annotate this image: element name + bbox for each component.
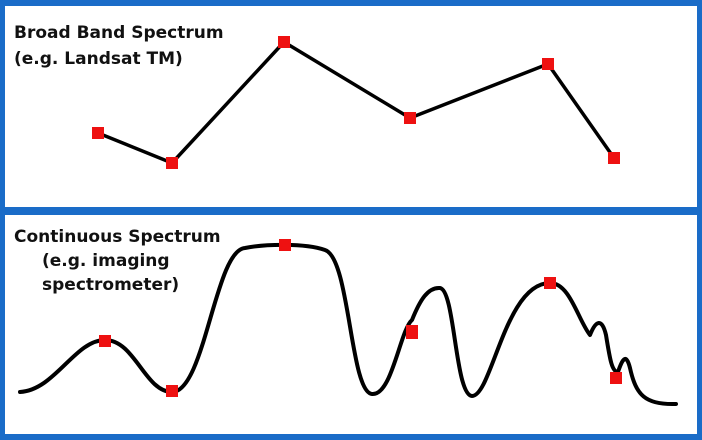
panel-subtitle: (e.g. Landsat TM) [14,49,183,69]
continuous-marker [544,277,556,289]
panel-title: Broad Band Spectrum [14,23,224,43]
band-marker [92,127,104,139]
panel-subtitle: (e.g. imaging [42,251,170,271]
band-marker [278,36,290,48]
continuous-markers [99,239,622,397]
panel-subtitle: spectrometer) [42,275,179,295]
continuous-marker [279,239,291,251]
continuous-line [18,242,678,407]
band-markers [92,36,620,169]
band-marker [404,112,416,124]
band-marker [166,157,178,169]
band-marker [608,152,620,164]
continuous-marker [406,325,418,339]
band-marker [542,58,554,70]
continuous-marker [99,335,111,347]
top-panel [5,6,697,207]
continuous-marker [610,372,622,384]
continuous-marker [166,385,178,397]
panel-title: Continuous Spectrum [14,227,221,247]
broad-band-line [97,40,616,165]
